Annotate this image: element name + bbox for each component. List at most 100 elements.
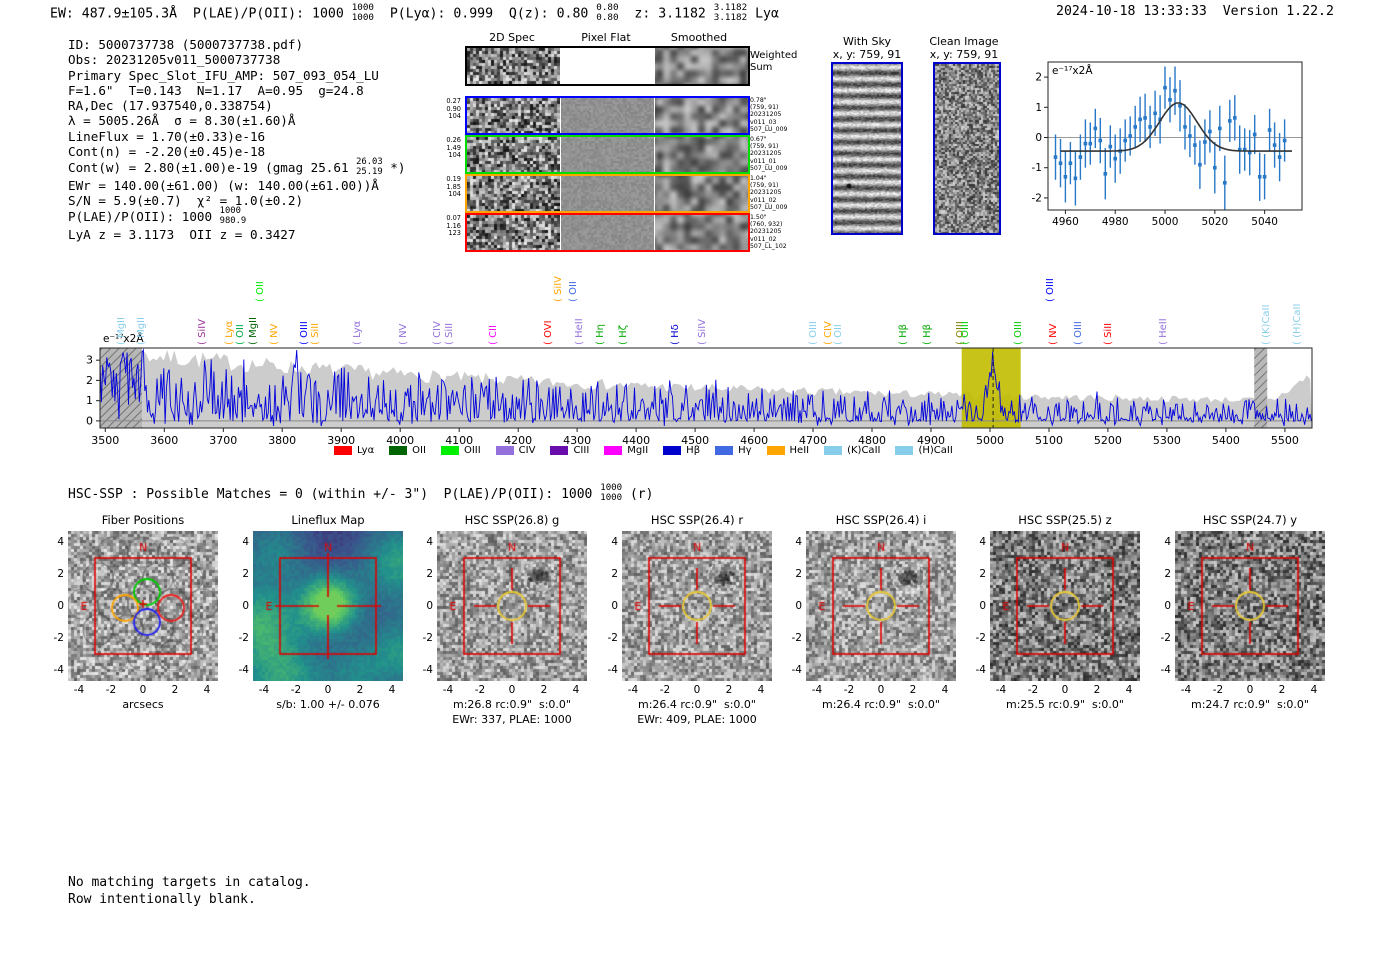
cutout-panel-image bbox=[68, 531, 218, 681]
panel-ytick: -4 bbox=[791, 664, 802, 676]
clean-image-coords: x, y: 759, 91 bbox=[929, 48, 999, 61]
spectral-line-label: ( SiIV bbox=[697, 319, 709, 345]
text-segment: P(Lyα): 0.999 Q(z): 0.80 bbox=[373, 6, 597, 22]
smoothed-image bbox=[655, 98, 748, 133]
panel-xtick: 0 bbox=[508, 684, 516, 696]
right-label: 20231205 bbox=[750, 228, 782, 236]
spec2d-image bbox=[467, 176, 561, 211]
spectral-line-label: ( MgII bbox=[248, 317, 260, 345]
spectral-line-label: ( NV bbox=[1047, 323, 1059, 345]
spec2d-image bbox=[467, 98, 561, 133]
panel-xtick: -2 bbox=[659, 684, 671, 696]
weighted-sum-label: Weighted Sum bbox=[750, 50, 797, 73]
spec2d-image bbox=[467, 137, 561, 172]
weighted-sum-line: Weighted bbox=[750, 50, 798, 61]
panel-xtick: -4 bbox=[627, 684, 639, 696]
panel-xtick: 4 bbox=[388, 684, 396, 696]
fraction-bottom: 25.19 bbox=[356, 166, 383, 177]
text-segment: (r) bbox=[622, 487, 654, 503]
info-line: Primary Spec_Slot_IFU_AMP: 507_093_054_L… bbox=[68, 68, 405, 83]
spec2d-row-right-labels: 0.78" (759, 91) 20231205 v011_03 507_LU_009 bbox=[750, 97, 790, 133]
panel-xtick: -2 bbox=[474, 684, 486, 696]
detection-info-block: ID: 5000737738 (5000737738.pdf) Obs: 2023… bbox=[68, 37, 405, 242]
panel-ytick: 0 bbox=[242, 600, 249, 612]
panel-xtick: 2 bbox=[1093, 684, 1101, 696]
spectral-line-label: ( OIII bbox=[808, 321, 819, 345]
panel-xtick: 4 bbox=[757, 684, 765, 696]
spectral-line-label: ( SiIV bbox=[197, 319, 208, 345]
spectral-line-label: ( CIV bbox=[431, 321, 443, 345]
panel-xtick: 2 bbox=[1278, 684, 1286, 696]
smoothed-image bbox=[655, 48, 748, 84]
text-segment: HSC-SSP : Possible Matches = 0 (within +… bbox=[68, 487, 601, 503]
with-sky-cutout bbox=[831, 62, 903, 235]
panel-xtick: 0 bbox=[324, 684, 332, 696]
text-segment: Cont(w) = 2.80(±1.00)e-19 (gmag 25.61 bbox=[68, 160, 357, 176]
panel-xtick: 4 bbox=[1125, 684, 1133, 696]
stacked-fraction: 26.03 25.19 bbox=[356, 158, 383, 177]
legend-swatch bbox=[766, 446, 785, 455]
spectral-line-label: ( Lyα bbox=[352, 320, 364, 345]
fraction-top: 1000 bbox=[219, 206, 241, 217]
panel-ytick: -4 bbox=[607, 664, 618, 676]
panel-sublabel: EWr: 337, PLAE: 1000 bbox=[452, 713, 572, 726]
spectral-line-label: ( HeII bbox=[573, 318, 585, 345]
stacked-fraction: 0.80 0.80 bbox=[596, 3, 618, 22]
svg-text:-2: -2 bbox=[1032, 192, 1042, 204]
spectral-line-label: ( MgII bbox=[135, 317, 147, 345]
line-fit-plot: 4960 4980 5000 5020 5040 -2 -1 0 1 2 e⁻¹⁷x2Å bbox=[1030, 40, 1340, 240]
fraction-top: 26.03 bbox=[356, 157, 383, 168]
spec2d-row bbox=[465, 213, 750, 252]
spectral-line-label: ( OIII bbox=[1045, 278, 1057, 302]
spectral-line-label: ( SiII bbox=[1102, 322, 1114, 345]
panel-xtick: 4 bbox=[1310, 684, 1318, 696]
legend-swatch bbox=[389, 446, 408, 455]
spectral-line-label: ( Hβ bbox=[898, 324, 910, 345]
panel-xtick: -2 bbox=[1212, 684, 1224, 696]
summary-header: EW: 487.9±105.3Å P(LAE)/P(OII): 1000 100… bbox=[50, 3, 779, 23]
spectral-line-label: ( OIII bbox=[1072, 321, 1084, 345]
stacked-fraction: 3.1182 3.1182 bbox=[714, 3, 747, 22]
svg-text:5500: 5500 bbox=[1271, 434, 1299, 447]
legend-label: OIII bbox=[463, 445, 481, 456]
panel-xlabel: m:26.8 rc:0.9" s:0.0" bbox=[453, 698, 571, 711]
spec2d-row-right-labels: 0.67" (759, 91) 20231205 v011_01 507_LU_009 bbox=[750, 136, 790, 172]
panel-ytick: 0 bbox=[611, 600, 618, 612]
text-segment: LyA z = 3.1173 OII z = 0.3427 bbox=[68, 226, 296, 242]
text-segment: *) bbox=[382, 160, 406, 176]
pixelflat-image bbox=[561, 98, 655, 133]
right-label: (760, 932) bbox=[750, 221, 783, 229]
fraction-top: 0.80 bbox=[596, 2, 619, 13]
left-label: 0.27 bbox=[446, 97, 461, 105]
pixelflat-image bbox=[561, 176, 655, 211]
panel-xtick: -2 bbox=[1027, 684, 1039, 696]
cutout-panel-image bbox=[437, 531, 587, 681]
spec2d-row bbox=[465, 135, 750, 174]
left-label: 0.07 bbox=[446, 214, 461, 222]
left-label: 104 bbox=[448, 112, 461, 121]
svg-text:5000: 5000 bbox=[976, 434, 1004, 447]
with-sky-title: With Sky bbox=[843, 35, 891, 48]
text-segment: F=1.6" T=0.143 N=1.17 A=0.95 g=24.8 bbox=[68, 82, 364, 98]
panel-xtick: 2 bbox=[725, 684, 733, 696]
svg-text:5400: 5400 bbox=[1212, 434, 1240, 447]
panel-xtick: -4 bbox=[1180, 684, 1192, 696]
right-label: 0.67" bbox=[750, 136, 767, 143]
legend-item: OII bbox=[389, 445, 426, 456]
spec2d-row-left-labels: 0.19 1.85 104 bbox=[441, 175, 461, 199]
stacked-fraction: 1000 1000 bbox=[600, 483, 623, 503]
right-label: 507_LU_009 bbox=[750, 125, 788, 133]
cutout-panel-image bbox=[806, 531, 956, 681]
legend-swatch bbox=[495, 446, 514, 455]
report-timestamp-version: 2024-10-18 13:33:33 Version 1.22.2 bbox=[1056, 4, 1334, 19]
fraction-bottom: 1000 bbox=[351, 11, 374, 23]
spec2d-row-right-labels: 1.04" (759, 91) 20231205 v011_02 507_LU_009 bbox=[750, 175, 790, 211]
legend-label: Hγ bbox=[738, 445, 752, 456]
right-label: 1.50" bbox=[750, 214, 767, 221]
spec2d-header-2dspec: 2D Spec bbox=[489, 31, 535, 44]
panel-sublabel: EWr: 409, PLAE: 1000 bbox=[637, 713, 757, 726]
panel-xtick: 2 bbox=[171, 684, 179, 696]
spec2d-row-left-labels: 0.07 1.16 123 bbox=[441, 214, 461, 238]
fraction-top: 1000 bbox=[600, 483, 623, 493]
